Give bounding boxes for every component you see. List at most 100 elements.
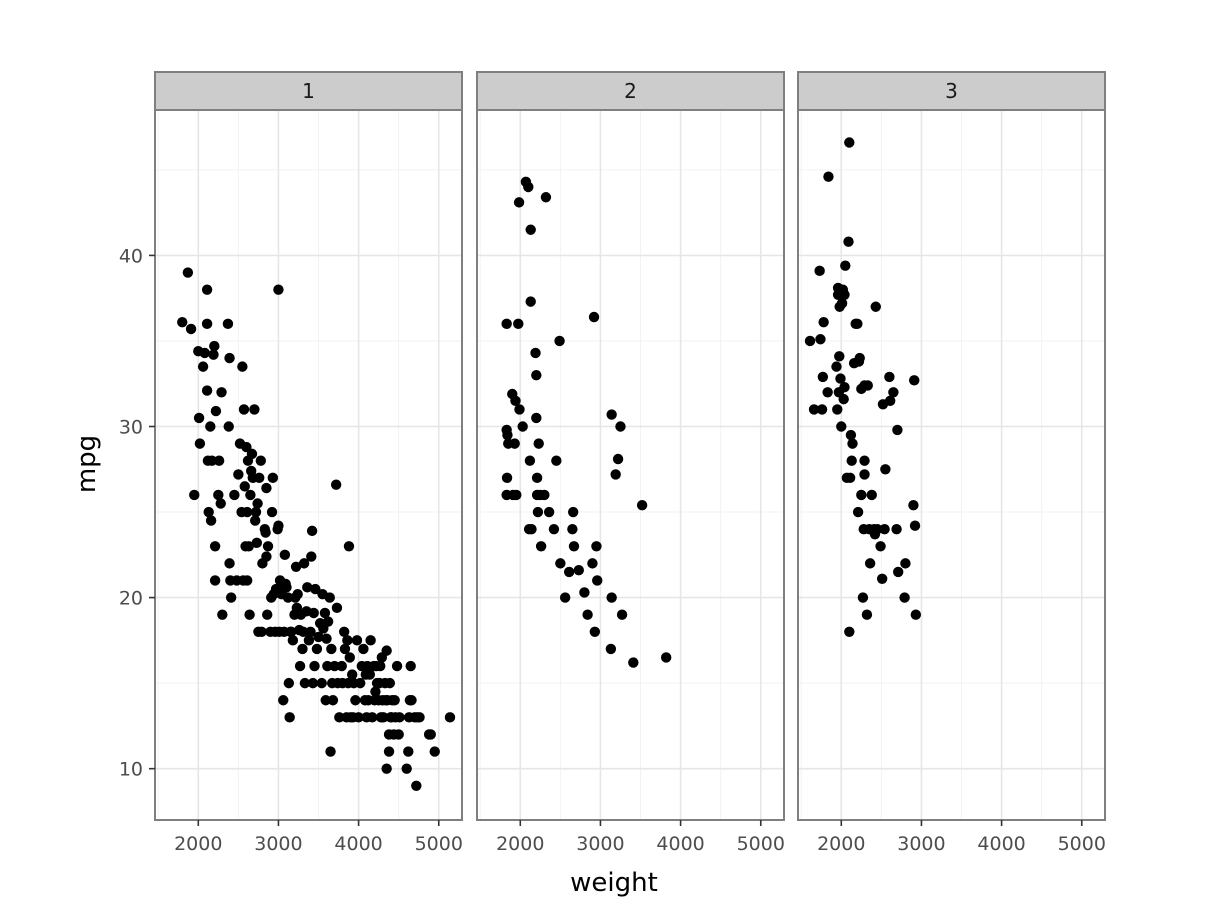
- data-point: [612, 453, 624, 465]
- x-tick-label: 2000: [817, 833, 865, 855]
- data-point: [261, 551, 272, 562]
- data-point: [205, 421, 216, 432]
- data-point: [548, 523, 560, 535]
- data-point: [414, 712, 425, 723]
- data-point: [818, 316, 829, 328]
- x-tick-label: 5000: [1058, 833, 1106, 855]
- facet-strip: [154, 71, 463, 111]
- data-point: [310, 583, 321, 595]
- data-point: [857, 592, 869, 603]
- data-point: [870, 301, 881, 312]
- data-point: [281, 582, 292, 593]
- data-point: [900, 558, 911, 569]
- data-point: [554, 335, 565, 347]
- data-point: [872, 523, 883, 535]
- y-tick-label: 30: [119, 417, 143, 439]
- data-point: [876, 573, 888, 584]
- data-point: [321, 633, 332, 644]
- x-axis: 2000 3000 4000 5000 2000 3000 4000 5000 2000 3000…: [174, 820, 1106, 855]
- data-point: [355, 677, 366, 689]
- data-point: [287, 635, 299, 646]
- data-point: [309, 660, 320, 672]
- data-point: [909, 520, 921, 531]
- data-point: [194, 438, 206, 449]
- panels-layer: 1 2 3: [154, 71, 1106, 821]
- data-point: [823, 171, 834, 182]
- data-point: [879, 523, 890, 535]
- data-point: [331, 602, 343, 614]
- data-point: [588, 311, 600, 323]
- facet-strip: [797, 71, 1106, 111]
- data-point: [804, 335, 816, 347]
- data-point: [283, 677, 295, 689]
- data-point: [852, 318, 863, 330]
- data-point: [216, 387, 227, 398]
- data-point: [322, 616, 334, 627]
- data-point: [822, 387, 833, 398]
- data-point: [866, 489, 877, 501]
- data-point: [510, 395, 521, 407]
- data-point: [251, 537, 262, 549]
- data-point: [845, 429, 857, 441]
- data-point: [836, 298, 848, 309]
- data-point: [425, 729, 436, 740]
- data-point: [319, 607, 331, 619]
- data-point: [393, 729, 404, 740]
- x-tick-label: 3000: [897, 833, 945, 855]
- data-point: [532, 506, 544, 518]
- data-point: [892, 566, 904, 578]
- data-point: [244, 609, 255, 620]
- data-point: [201, 385, 213, 396]
- data-point: [854, 352, 865, 364]
- data-point: [846, 455, 857, 466]
- data-point: [205, 515, 217, 526]
- data-point: [908, 500, 919, 511]
- data-point: [839, 381, 850, 393]
- data-point: [267, 472, 279, 484]
- x-tick-label: 5000: [737, 833, 785, 855]
- data-point: [551, 455, 562, 466]
- facet-panel-3: 3: [797, 71, 1106, 821]
- data-point: [199, 347, 210, 359]
- data-point: [840, 260, 851, 271]
- data-point: [563, 566, 575, 578]
- data-point: [313, 631, 324, 643]
- data-point: [884, 395, 896, 407]
- data-point: [814, 265, 825, 277]
- data-point: [555, 558, 566, 569]
- data-point: [524, 455, 536, 466]
- data-point: [861, 609, 873, 620]
- data-point: [250, 506, 262, 518]
- data-point: [326, 643, 337, 655]
- data-point: [320, 695, 331, 706]
- data-point: [210, 405, 222, 417]
- data-point: [370, 686, 381, 697]
- data-point: [290, 561, 302, 572]
- data-point: [278, 695, 289, 706]
- data-point: [350, 695, 361, 706]
- x-tick-label: 4000: [977, 833, 1025, 855]
- data-point: [856, 489, 867, 501]
- data-point: [185, 323, 197, 335]
- data-point: [579, 587, 590, 598]
- data-point: [241, 506, 253, 518]
- data-point: [308, 607, 319, 619]
- data-point: [353, 712, 364, 723]
- data-point: [342, 635, 353, 646]
- data-point: [429, 746, 440, 757]
- facet-panel-1: 1: [154, 71, 463, 821]
- data-point: [835, 373, 846, 384]
- data-point: [307, 677, 319, 689]
- data-point: [852, 506, 864, 518]
- data-point: [509, 438, 520, 449]
- panel-background: [477, 110, 784, 820]
- data-point: [568, 541, 580, 552]
- facet-strip-label: 3: [945, 79, 958, 103]
- data-point: [243, 541, 254, 552]
- data-point: [282, 592, 294, 603]
- data-point: [273, 284, 284, 295]
- data-point: [839, 289, 850, 300]
- data-point: [582, 609, 593, 620]
- data-point: [523, 181, 534, 193]
- data-point: [394, 712, 405, 723]
